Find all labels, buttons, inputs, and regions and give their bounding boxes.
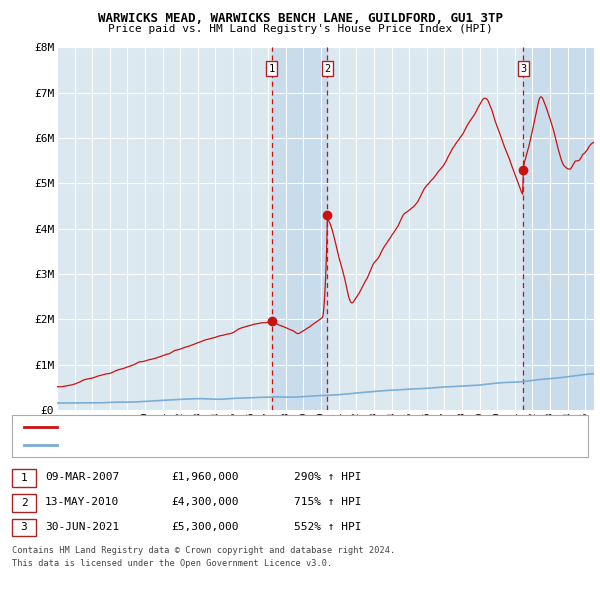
Text: Contains HM Land Registry data © Crown copyright and database right 2024.: Contains HM Land Registry data © Crown c… <box>12 546 395 555</box>
Text: Price paid vs. HM Land Registry's House Price Index (HPI): Price paid vs. HM Land Registry's House … <box>107 24 493 34</box>
Text: 2: 2 <box>20 498 28 507</box>
Bar <box>523 47 594 410</box>
Text: 1: 1 <box>268 64 275 74</box>
Text: 13-MAY-2010: 13-MAY-2010 <box>45 497 119 507</box>
Text: 715% ↑ HPI: 715% ↑ HPI <box>294 497 361 507</box>
Text: 3: 3 <box>20 523 28 532</box>
Text: WARWICKS MEAD, WARWICKS BENCH LANE, GUILDFORD, GU1 3TP (detached house): WARWICKS MEAD, WARWICKS BENCH LANE, GUIL… <box>63 417 471 426</box>
Bar <box>272 47 328 410</box>
Text: 2: 2 <box>325 64 331 74</box>
Text: £1,960,000: £1,960,000 <box>171 472 238 482</box>
Text: 09-MAR-2007: 09-MAR-2007 <box>45 472 119 482</box>
Text: 290% ↑ HPI: 290% ↑ HPI <box>294 472 361 482</box>
Text: 30-JUN-2021: 30-JUN-2021 <box>45 522 119 532</box>
Text: £5,300,000: £5,300,000 <box>171 522 238 532</box>
Text: £4,300,000: £4,300,000 <box>171 497 238 507</box>
Text: 3: 3 <box>520 64 527 74</box>
Text: This data is licensed under the Open Government Licence v3.0.: This data is licensed under the Open Gov… <box>12 559 332 568</box>
Text: 1: 1 <box>20 473 28 483</box>
Text: 552% ↑ HPI: 552% ↑ HPI <box>294 522 361 532</box>
Text: HPI: Average price, detached house, Guildford: HPI: Average price, detached house, Guil… <box>63 437 322 446</box>
Text: WARWICKS MEAD, WARWICKS BENCH LANE, GUILDFORD, GU1 3TP: WARWICKS MEAD, WARWICKS BENCH LANE, GUIL… <box>97 12 503 25</box>
